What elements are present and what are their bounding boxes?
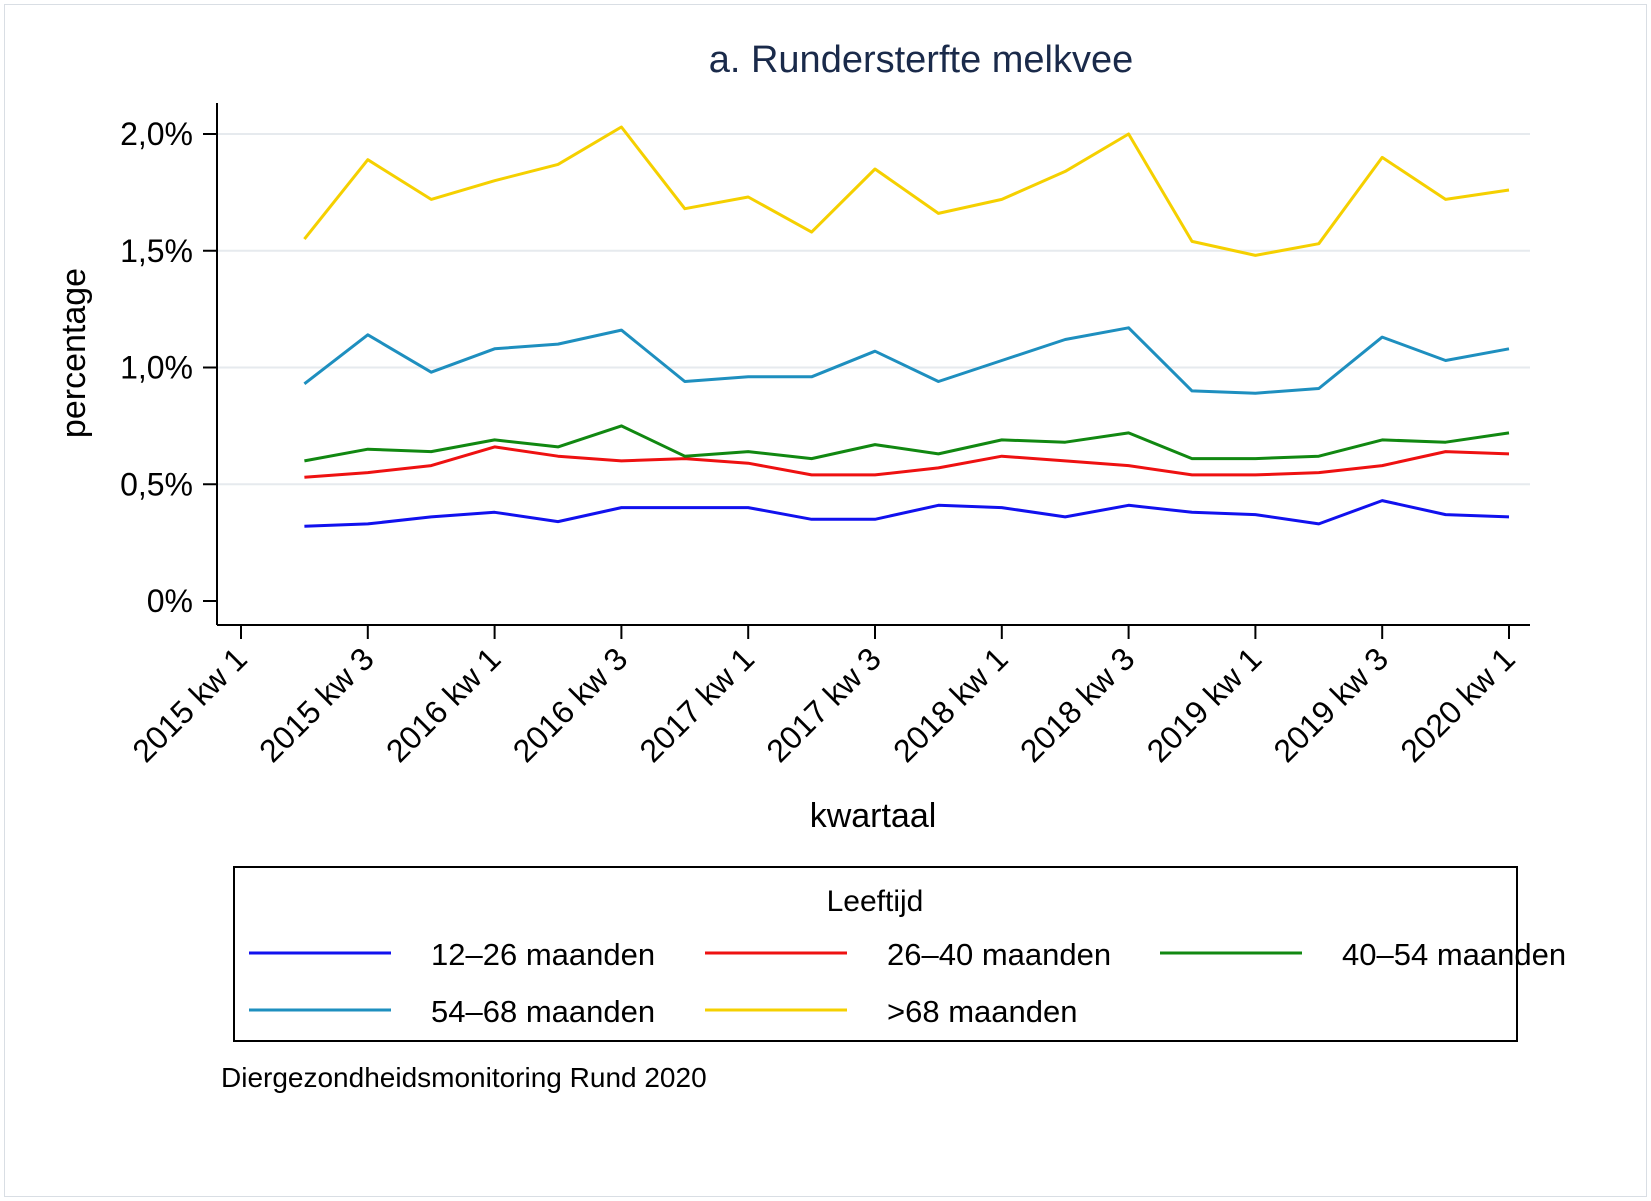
legend-label: 54–68 maanden [431,994,655,1029]
gridlines [217,133,1530,486]
x-tick-label: 2015 kw 3 [252,640,381,769]
legend-label: >68 maanden [887,994,1077,1029]
y-tick-label: 2,0% [120,116,193,152]
x-axis-title: kwartaal [810,797,937,835]
legend-items: 12–26 maanden 26–40 maanden 40–54 maanden 5… [249,937,1566,1029]
x-tick-label: 2015 kw 1 [125,640,254,769]
legend-box [233,866,1518,1042]
series-line-2 [304,424,1510,463]
y-tick-label: 0% [147,583,193,619]
chart-frame: a. Rundersterfte melkvee 0% 0,5% 1,0% 1,5% 2… [4,4,1647,1197]
x-tick-label: 2017 kw 1 [633,640,762,769]
x-tick-label: 2016 kw 1 [379,640,508,769]
x-tick-label: 2019 kw 3 [1267,640,1396,769]
series-line-0 [304,499,1510,528]
x-tick-label: 2020 kw 1 [1393,640,1522,769]
series-line-1 [304,445,1510,479]
legend: Leeftijd 12–26 maanden 26–40 maanden 40–54… [233,866,1566,1042]
series-line-3 [303,326,1510,395]
legend-title: Leeftijd [827,885,924,918]
y-axis-title: percentage [55,268,93,438]
y-tick-label: 1,5% [120,233,193,269]
line-chart: a. Rundersterfte melkvee 0% 0,5% 1,0% 1,5% 2… [55,39,1566,1093]
legend-label: 40–54 maanden [1342,937,1566,972]
x-tick-label: 2017 kw 3 [759,640,888,769]
legend-label: 26–40 maanden [887,937,1111,972]
chart-title: a. Rundersterfte melkvee [709,39,1134,81]
series-line-4 [303,125,1510,257]
x-tick-label: 2018 kw 3 [1013,640,1142,769]
y-tick-label: 0,5% [120,466,193,502]
x-tick-label: 2019 kw 1 [1140,640,1269,769]
x-tick-label: 2018 kw 1 [886,640,1015,769]
x-tick-label: 2016 kw 3 [506,640,635,769]
series-lines [303,125,1510,528]
legend-label: 12–26 maanden [431,937,655,972]
source-note: Diergezondheidsmonitoring Rund 2020 [221,1062,707,1093]
y-tick-label: 1,0% [120,350,193,386]
